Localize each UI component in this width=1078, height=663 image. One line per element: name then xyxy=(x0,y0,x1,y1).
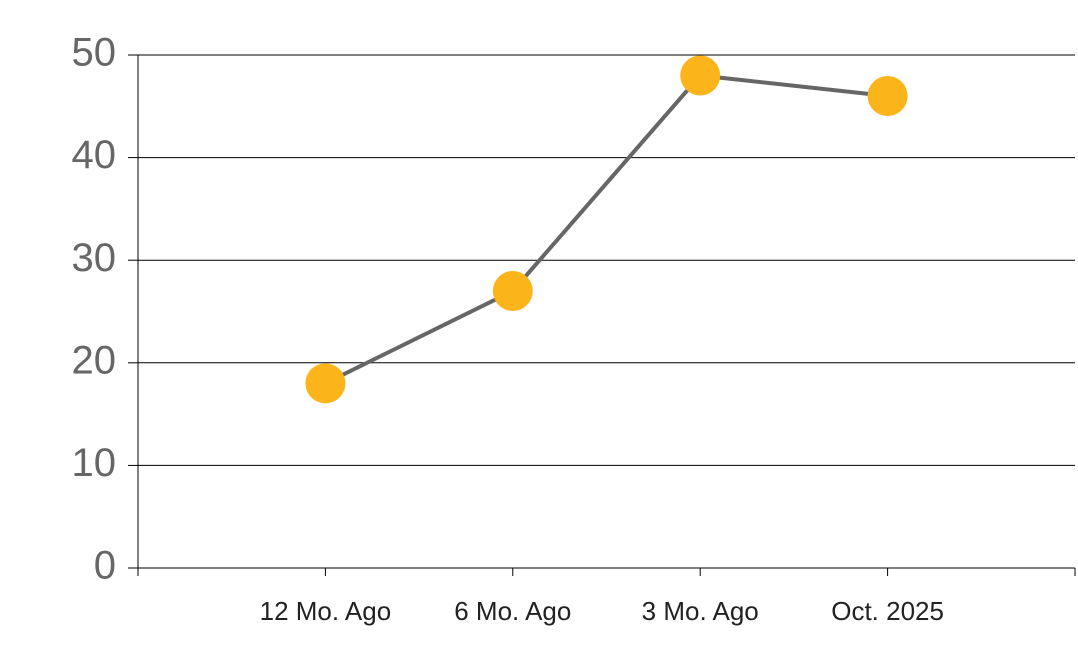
marker xyxy=(492,270,533,311)
x-tick-label: 3 Mo. Ago xyxy=(642,596,759,626)
y-tick-label: 20 xyxy=(72,338,117,382)
marker xyxy=(867,76,908,117)
y-tick-label: 40 xyxy=(72,133,117,177)
y-tick-label: 10 xyxy=(72,441,117,485)
marker xyxy=(680,55,721,96)
x-tick-label: 6 Mo. Ago xyxy=(454,596,571,626)
y-tick-label: 50 xyxy=(72,31,117,75)
y-tick-label: 30 xyxy=(72,236,117,280)
line xyxy=(324,73,888,386)
marker xyxy=(305,363,346,404)
x-tick-label: Oct. 2025 xyxy=(831,596,944,626)
y-tick-label: 0 xyxy=(94,544,116,588)
x-tick-label: 12 Mo. Ago xyxy=(260,596,392,626)
